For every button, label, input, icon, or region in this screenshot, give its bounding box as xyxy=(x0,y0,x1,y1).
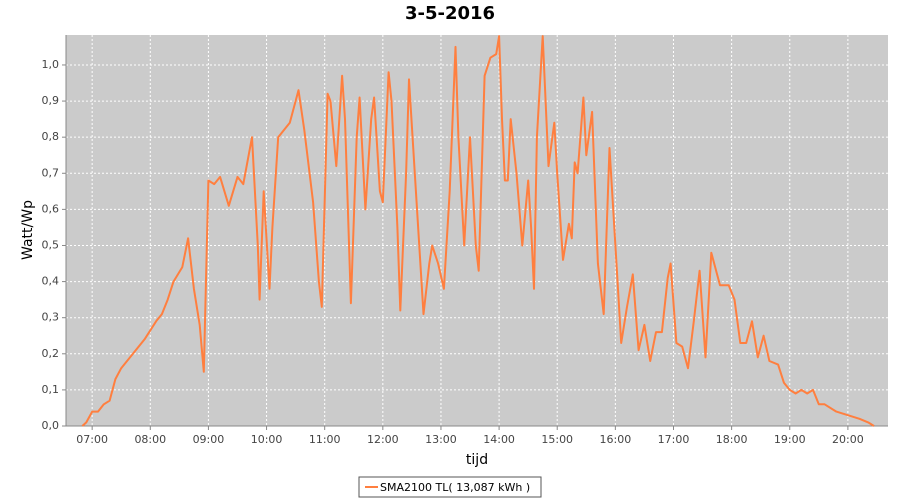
y-tick-label: 1,0 xyxy=(42,58,60,71)
legend-label: SMA2100 TL( 13,087 kWh ) xyxy=(380,481,530,494)
chart-title: 3-5-2016 xyxy=(405,3,495,24)
y-tick-label: 0,3 xyxy=(42,311,60,324)
x-tick-label: 17:00 xyxy=(658,433,690,446)
y-tick-label: 0,2 xyxy=(42,347,60,360)
x-tick-label: 18:00 xyxy=(716,433,748,446)
x-tick-label: 12:00 xyxy=(367,433,399,446)
y-axis-label: Watt/Wp xyxy=(20,200,36,260)
x-tick-label: 16:00 xyxy=(600,433,632,446)
y-tick-label: 0,1 xyxy=(42,383,60,396)
y-tick-label: 0,5 xyxy=(42,238,60,251)
x-tick-label: 08:00 xyxy=(134,433,166,446)
plot-area xyxy=(66,35,888,426)
y-tick-label: 0,9 xyxy=(42,94,60,107)
x-tick-label: 10:00 xyxy=(251,433,283,446)
x-axis-label: tijd xyxy=(466,452,488,468)
y-tick-label: 0,7 xyxy=(42,166,60,179)
x-tick-label: 20:00 xyxy=(832,433,864,446)
x-tick-label: 13:00 xyxy=(425,433,457,446)
series-line xyxy=(81,35,875,427)
x-tick-label: 19:00 xyxy=(774,433,806,446)
x-tick-label: 07:00 xyxy=(76,433,108,446)
y-tick-label: 0,0 xyxy=(42,419,60,432)
x-tick-label: 14:00 xyxy=(483,433,515,446)
x-tick-label: 09:00 xyxy=(193,433,225,446)
y-tick-label: 0,8 xyxy=(42,130,60,143)
x-tick-label: 11:00 xyxy=(309,433,341,446)
legend-box xyxy=(358,476,542,498)
y-tick-label: 0,4 xyxy=(42,275,60,288)
x-tick-label: 15:00 xyxy=(541,433,573,446)
y-tick-label: 0,6 xyxy=(42,202,60,215)
